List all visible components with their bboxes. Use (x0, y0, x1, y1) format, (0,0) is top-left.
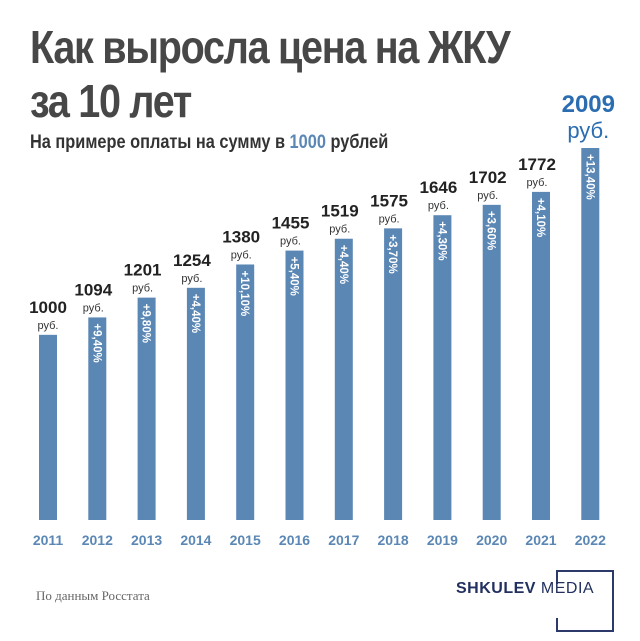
value-label: 1000 (29, 298, 67, 317)
year-label: 2017 (328, 532, 359, 548)
growth-label: +4,40% (337, 245, 349, 284)
bar (334, 238, 353, 521)
title-line-2: за 10 лет (30, 75, 192, 127)
growth-label: +4,30% (435, 221, 447, 260)
bar (186, 287, 205, 520)
year-label: 2011 (33, 532, 64, 548)
unit-label: руб. (379, 213, 400, 225)
subtitle-text-end: рублей (325, 132, 389, 153)
year-label: 2014 (180, 532, 211, 548)
unit-label: руб. (83, 302, 104, 314)
unit-label: руб. (477, 190, 498, 202)
unit-label: руб. (527, 177, 548, 189)
value-label: 1201 (124, 261, 162, 280)
logo: SHKULEV MEDIA (456, 580, 594, 598)
year-label: 2015 (230, 532, 261, 548)
bar (39, 334, 57, 520)
growth-label: +3,60% (485, 211, 497, 250)
value-label: 1254 (173, 251, 211, 270)
year-label: 2018 (378, 532, 409, 548)
year-label: 2012 (82, 532, 113, 548)
value-label: 2009 (562, 91, 615, 118)
year-label: 2016 (279, 532, 310, 548)
unit-label: руб. (329, 224, 350, 236)
year-label: 2022 (575, 532, 606, 548)
bar (236, 264, 255, 520)
year-label: 2019 (427, 532, 458, 548)
year-label: 2013 (131, 532, 162, 548)
subtitle-text: На примере оплаты на сумму в (30, 132, 290, 153)
year-label: 2021 (525, 532, 556, 548)
bar (581, 148, 600, 520)
growth-label: +9,40% (90, 323, 102, 362)
unit-label: руб. (181, 273, 202, 285)
bar (285, 250, 304, 520)
growth-label: +9,80% (140, 304, 152, 343)
growth-label: +13,40% (583, 154, 595, 200)
chart-title: Как выросла цена на ЖКУ за 10 лет (30, 20, 511, 128)
bar (433, 215, 452, 521)
value-label: 1646 (419, 178, 457, 197)
value-label: 1455 (272, 214, 310, 233)
growth-label: +3,70% (386, 234, 398, 273)
year-label: 2020 (476, 532, 507, 548)
logo-frame (556, 570, 614, 632)
logo-light: MEDIA (535, 580, 595, 597)
value-label: 1575 (370, 191, 408, 210)
source-note: По данным Росстата (36, 588, 150, 603)
unit-label: руб. (567, 118, 609, 143)
value-label: 1094 (74, 280, 112, 299)
chart-subtitle: На примере оплаты на сумму в 1000 рублей (30, 132, 388, 154)
bar (482, 204, 501, 520)
bar (384, 228, 403, 520)
bar (137, 297, 156, 520)
value-label: 1519 (321, 202, 359, 221)
unit-label: руб. (428, 200, 449, 212)
growth-label: +4,10% (534, 198, 546, 237)
bar (88, 317, 107, 520)
title-line-1: Как выросла цена на ЖКУ (30, 21, 511, 73)
value-label: 1772 (518, 155, 556, 174)
growth-label: +5,40% (288, 257, 300, 296)
growth-label: +4,40% (189, 294, 201, 333)
value-label: 1380 (222, 227, 260, 246)
unit-label: руб. (38, 320, 59, 332)
value-label: 1702 (469, 168, 507, 187)
unit-label: руб. (280, 236, 301, 248)
unit-label: руб. (132, 283, 153, 295)
unit-label: руб. (231, 249, 252, 261)
logo-bold: SHKULEV (456, 580, 536, 597)
bar (532, 191, 550, 520)
subtitle-highlight: 1000 (289, 132, 326, 153)
growth-label: +10,10% (238, 270, 250, 316)
